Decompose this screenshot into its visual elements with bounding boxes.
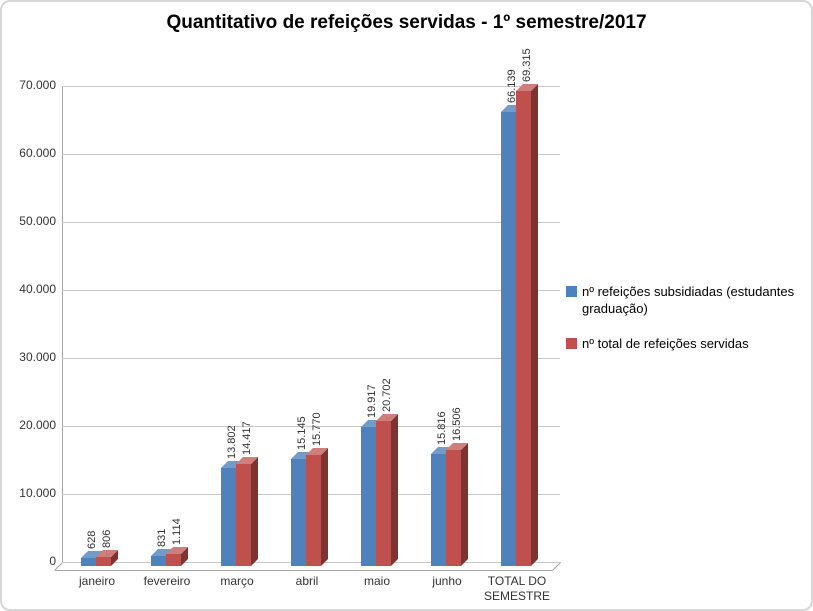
legend-item-total: nº total de refeições servidas [566, 335, 811, 352]
y-tick-label: 50.000 [19, 214, 56, 228]
legend-swatch [566, 286, 577, 297]
y-tick-label: 20.000 [19, 418, 56, 432]
bar [361, 427, 376, 566]
bar-value-label: 16.506 [451, 407, 463, 441]
bar-side-face [531, 84, 538, 566]
bar-value-label: 806 [101, 529, 113, 548]
bar-value-label: 1.114 [171, 518, 183, 545]
y-tick-label: 10.000 [19, 486, 56, 500]
y-tick-label: 60.000 [19, 146, 56, 160]
bar-value-label: 15.770 [311, 412, 323, 446]
gridline [62, 426, 560, 427]
bar [431, 454, 446, 566]
y-tick-label: 40.000 [19, 282, 56, 296]
bar [221, 468, 236, 566]
gridline [62, 154, 560, 155]
bar [516, 91, 531, 566]
legend: nº refeições subsidiadas (estudantes gra… [566, 283, 811, 352]
bar-side-face [251, 457, 258, 566]
y-tick-label: 70.000 [19, 78, 56, 92]
bar [291, 459, 306, 566]
bar-value-label: 13.802 [226, 425, 238, 459]
bar-value-label: 15.816 [436, 411, 448, 445]
bar-value-label: 19.917 [366, 384, 378, 418]
legend-swatch [566, 338, 577, 349]
x-category-label: março [220, 574, 254, 588]
gridline [62, 222, 560, 223]
gridline [62, 358, 560, 359]
bar [151, 556, 166, 566]
y-tick-label: 30.000 [19, 350, 56, 364]
legend-item-subsidized: nº refeições subsidiadas (estudantes gra… [566, 283, 811, 317]
legend-label: nº refeições subsidiadas (estudantes gra… [582, 284, 795, 316]
bar-side-face [321, 448, 328, 566]
x-category-label: maio [363, 574, 390, 588]
x-category-label: fevereiro [143, 574, 191, 588]
bar-side-face [391, 414, 398, 566]
bar [81, 558, 96, 566]
floor-right-edge [552, 562, 561, 571]
bar [446, 450, 461, 566]
bar-value-label: 20.702 [381, 378, 393, 412]
bar [501, 112, 516, 566]
bar-value-label: 831 [156, 528, 168, 547]
x-category-label: junho [432, 574, 462, 588]
gridline [62, 86, 560, 87]
plot-area: 628 806 831 1.114 13.802 14.417 15.145 15.770 19… [62, 48, 560, 566]
bar [96, 557, 111, 566]
bar [376, 421, 391, 566]
bar [166, 554, 181, 566]
gridline [62, 290, 560, 291]
bar-value-label: 14.417 [241, 421, 253, 455]
bar-side-face [461, 443, 468, 566]
bar [306, 455, 321, 566]
chart-title: Quantitativo de refeições servidas - 1º … [166, 12, 647, 33]
x-category-label: TOTAL DO SEMESTRE [483, 574, 550, 603]
bar-value-label: 15.145 [296, 416, 308, 450]
legend-label: nº total de refeições servidas [582, 336, 749, 351]
x-category-label: abril [295, 574, 319, 588]
y-tick-label: 0 [49, 554, 56, 568]
bar [236, 464, 251, 566]
bar-value-label: 628 [86, 530, 98, 549]
bar-value-label: 69.315 [521, 48, 533, 82]
x-category-label: janeiro [78, 574, 116, 588]
